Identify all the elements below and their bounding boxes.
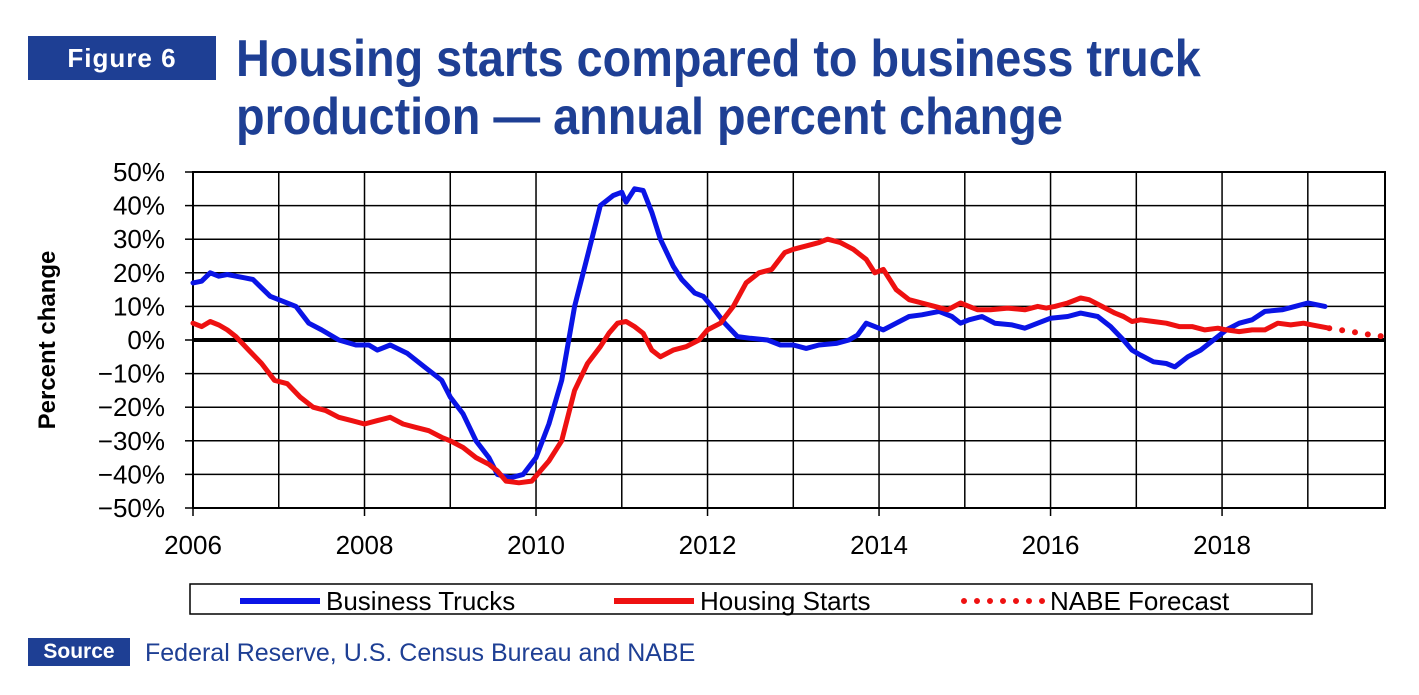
x-tick-label: 2008 xyxy=(336,530,394,560)
legend: Business Trucks Housing Starts NABE Fore… xyxy=(189,583,1313,616)
x-tick-label: 2010 xyxy=(507,530,565,560)
title-line-2: production — annual percent change xyxy=(236,88,1063,146)
x-tick-label: 2012 xyxy=(679,530,737,560)
y-tick-label: 20% xyxy=(113,258,165,288)
legend-label-trucks: Business Trucks xyxy=(326,586,515,616)
figure-badge: Figure 6 xyxy=(28,36,216,80)
series-group xyxy=(190,186,1388,486)
x-tick-labels: 2006 2008 2010 2012 2014 2016 2018 xyxy=(164,508,1251,560)
y-tick-label: 40% xyxy=(113,191,165,221)
y-tick-label: −20% xyxy=(98,392,165,422)
source-text: Federal Reserve, U.S. Census Bureau and … xyxy=(145,639,696,667)
series-line-housing-starts xyxy=(190,236,1332,486)
x-tick-label: 2016 xyxy=(1022,530,1080,560)
chart-title: Housing starts compared to business truc… xyxy=(236,30,1289,146)
series-line-business-trucks xyxy=(190,186,1328,481)
source-badge: Source xyxy=(28,638,130,666)
series-line-nabe-forecast xyxy=(1326,325,1388,340)
x-tick-label: 2006 xyxy=(164,530,222,560)
y-tick-label: 10% xyxy=(113,291,165,321)
legend-label-housing: Housing Starts xyxy=(700,586,871,616)
y-tick-label: −40% xyxy=(98,459,165,489)
title-line-1: Housing starts compared to business truc… xyxy=(236,30,1201,88)
legend-box xyxy=(189,583,1313,615)
y-tick-label: 0% xyxy=(127,325,165,355)
y-axis-label: Percent change xyxy=(34,251,61,430)
x-tick-label: 2018 xyxy=(1193,530,1251,560)
legend-label-forecast: NABE Forecast xyxy=(1050,586,1230,616)
y-tick-label: −50% xyxy=(98,493,165,523)
y-tick-label: 50% xyxy=(113,157,165,187)
y-tick-label: 30% xyxy=(113,224,165,254)
x-tick-label: 2014 xyxy=(850,530,908,560)
y-tick-labels: 50% 40%30% 20%10% 0% −10%−20% −30%−40% −50% xyxy=(98,157,193,523)
y-tick-label: −30% xyxy=(98,426,165,456)
y-tick-label: −10% xyxy=(98,359,165,389)
